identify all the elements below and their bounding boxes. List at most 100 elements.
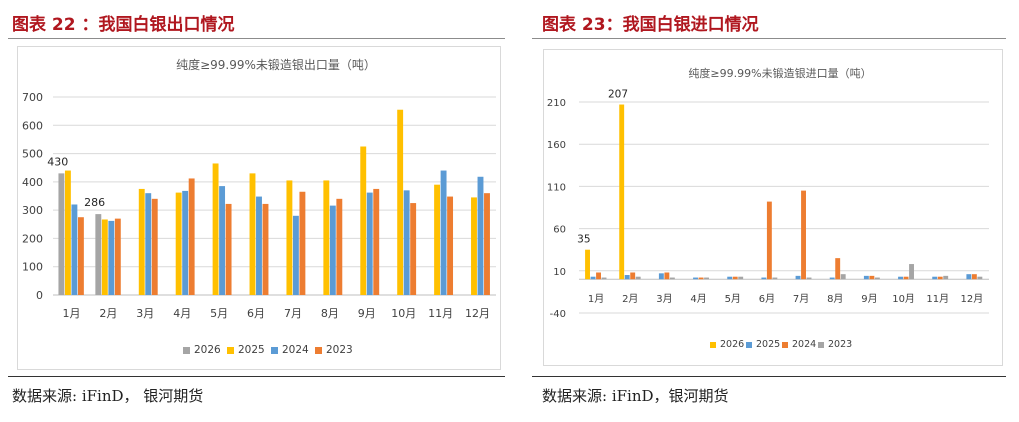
x-tick-label: 12月: [465, 307, 490, 320]
import-figure: 图表 23：我国白银进口情况 纯度≥99.99%未锻造银进口量（吨） -40 10 6…: [530, 0, 1019, 422]
bar-2023-4: [704, 277, 709, 280]
bar-2025-8: [323, 180, 330, 295]
y-tick-label: 300: [22, 204, 43, 217]
x-tick-label: 6月: [247, 307, 265, 320]
bar-2023-9: [874, 277, 880, 280]
bar-2024-8: [329, 205, 336, 295]
bar-2023-5: [225, 203, 232, 295]
legend-label-2025: 2025: [756, 339, 780, 350]
chart-title: 纯度≥99.99%未锻造银出口量（吨）: [176, 57, 376, 72]
bar-2024-5: [219, 186, 226, 295]
legend-swatch-2023: [315, 347, 322, 354]
data-label: 35: [577, 234, 590, 246]
x-tick-label: 8月: [321, 307, 339, 320]
legend-swatch-2026: [183, 347, 190, 354]
bar-2025-9: [863, 275, 869, 280]
bar-2025-4: [175, 192, 182, 295]
y-tick-label: 400: [22, 176, 43, 189]
bar-2024-12: [477, 176, 484, 295]
y-tick-label: 110: [547, 182, 566, 193]
import-chart-frame: 纯度≥99.99%未锻造银进口量（吨） -40 10 60 110 160 210 1月 2月 3…: [543, 49, 1003, 366]
data-label: 286: [84, 196, 105, 209]
bar-2025-12: [966, 274, 972, 280]
legend-swatch-2024: [782, 342, 788, 348]
bar-2023-7: [806, 277, 812, 280]
bar-2023-2: [635, 276, 641, 280]
bar-2026-2: [95, 214, 102, 295]
bar-2024-4: [698, 277, 704, 280]
bar-2025-2: [624, 275, 630, 280]
bar-2025-11: [434, 184, 441, 295]
x-tick-label: 1月: [588, 293, 604, 305]
bar-2024-9: [869, 275, 875, 280]
x-tick-label: 2月: [99, 307, 117, 320]
bar-2024-6: [766, 201, 772, 280]
bar-2024-12: [971, 274, 977, 280]
bar-2025-5: [212, 163, 219, 295]
y-tick-label: 0: [36, 289, 43, 302]
y-tick-label: 10: [553, 267, 566, 278]
bar-2023-12: [484, 193, 490, 295]
bar-2023-6: [772, 277, 778, 280]
x-tick-label: 8月: [827, 293, 843, 305]
bar-2024-3: [145, 193, 152, 295]
bar-2024-4: [182, 190, 189, 295]
bar-2026-1: [58, 173, 65, 295]
bar-2023-7: [299, 191, 306, 295]
bar-2025-10: [898, 276, 903, 280]
legend-swatch-2026: [710, 342, 716, 348]
bar-2023-10: [410, 203, 417, 295]
bar-2024-1: [71, 204, 78, 295]
legend-label-2026: 2026: [720, 339, 744, 350]
y-tick-label: 210: [547, 98, 566, 109]
bar-2024-3: [664, 272, 670, 280]
bar-2023-2: [114, 218, 121, 295]
bar-2023-3: [669, 277, 675, 280]
bar-2024-2: [630, 272, 636, 280]
bar-2025-6: [761, 277, 767, 280]
data-label: 430: [47, 155, 68, 168]
legend-swatch-2025: [746, 342, 752, 348]
bar-2025-3: [658, 273, 664, 280]
import-source-note: 数据来源: iFinD，银河期货: [542, 387, 729, 405]
y-tick-label: 60: [553, 225, 566, 236]
x-tick-label: 7月: [793, 293, 809, 305]
y-tick-label: -40: [550, 309, 566, 320]
export-heading-rule: [8, 38, 505, 39]
bar-2025-10: [397, 109, 404, 295]
legend-swatch-2023: [818, 342, 824, 348]
bar-2025-1: [590, 276, 596, 280]
x-tick-label: 5月: [725, 293, 741, 305]
bar-2023-8: [840, 274, 846, 280]
bar-2025-7: [795, 275, 801, 280]
bar-2024-11: [937, 276, 943, 280]
legend-label-2023: 2023: [326, 344, 353, 356]
export-figure-heading: 图表 22 ：我国白银出口情况: [12, 15, 235, 35]
bar-2023-1: [77, 217, 84, 295]
x-tick-label: 7月: [284, 307, 302, 320]
y-tick-label: 160: [547, 140, 566, 151]
bar-2024-10: [903, 276, 909, 280]
x-tick-label: 4月: [173, 307, 191, 320]
export-source-note: 数据来源: iFinD， 银河期货: [12, 387, 204, 405]
x-tick-label: 10月: [892, 293, 915, 305]
x-tick-label: 9月: [861, 293, 877, 305]
x-tick-label: 3月: [136, 307, 154, 320]
x-tick-label: 1月: [62, 307, 80, 320]
bar-2023-11: [447, 196, 454, 295]
bar-2023-3: [151, 198, 158, 295]
x-tick-label: 12月: [961, 293, 984, 305]
bar-2023-1: [601, 277, 607, 280]
bar-2026-1: [585, 249, 590, 280]
bar-2025-6: [249, 173, 256, 295]
legend-label-2023: 2023: [828, 339, 852, 350]
legend-swatch-2024: [271, 347, 278, 354]
bar-2025-7: [286, 180, 293, 295]
bar-2024-10: [403, 190, 410, 295]
import-figure-heading: 图表 23：我国白银进口情况: [542, 15, 759, 35]
y-tick-label: 700: [22, 91, 43, 104]
export-chart-frame: 纯度≥99.99%未锻造银出口量（吨） 0 100 200 300 400 500 600 70…: [17, 46, 501, 370]
bar-2024-8: [835, 258, 841, 280]
bar-2025-1: [64, 170, 71, 295]
legend-label-2024: 2024: [792, 339, 816, 350]
